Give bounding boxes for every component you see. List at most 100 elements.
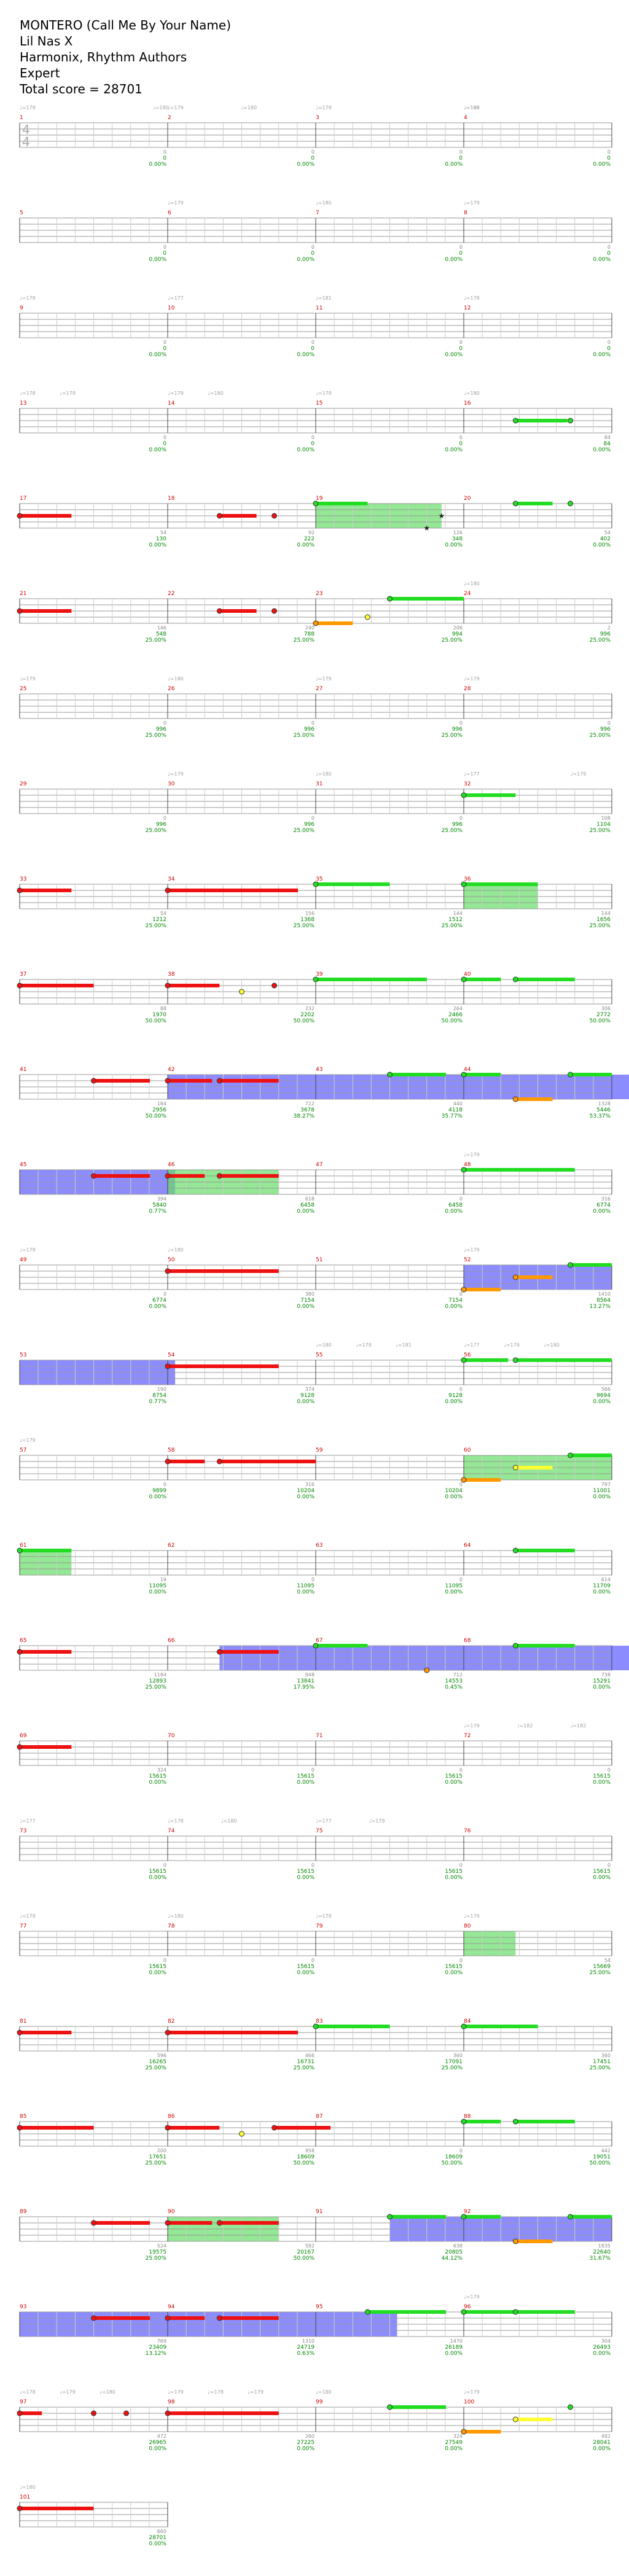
sp-meter-percent: 25.00% [294,637,315,644]
cumulative-score: 348 [452,536,463,542]
sp-meter-percent: 0.00% [297,352,314,358]
cumulative-score: 15615 [149,1773,166,1780]
sp-meter-percent: 0.00% [445,1494,463,1500]
note-gem [512,1547,518,1554]
sp-meter-percent: 50.00% [146,1113,167,1119]
measure-number: 68 [464,1638,471,1644]
cumulative-score: 9899 [152,1488,166,1494]
measure-score-gain: 0 [311,149,314,155]
cumulative-score: 0 [311,251,314,257]
note-gem [461,2309,467,2315]
sp-meter-percent: 0.77% [149,1399,166,1405]
note-sustain [316,621,353,625]
sp-meter-percent: 25.00% [590,637,611,644]
measure-score-gain: 374 [305,1387,314,1392]
note-gem [165,2220,171,2226]
sp-meter-percent: 50.00% [294,2160,315,2166]
cumulative-score: 1368 [300,917,314,923]
tempo-marker: ♩=180 [464,391,480,396]
measure-number: 70 [168,1733,175,1739]
note-sustain [515,419,568,422]
measure-number: 75 [316,1828,322,1834]
measure-number: 6 [168,210,171,216]
measure-number: 100 [464,2399,474,2405]
note-sustain [464,1073,501,1076]
note-gem [272,608,278,614]
sp-meter-percent: 0.00% [445,1875,463,1881]
cumulative-score: 16731 [297,2059,314,2065]
cumulative-score: 19051 [593,2154,611,2160]
note-gem [512,1643,518,1649]
note-gem [272,2125,278,2131]
cumulative-score: 0 [311,155,314,161]
note-sustain [389,2215,447,2219]
cumulative-score: 4118 [448,1107,463,1113]
measure-score-gain: 144 [453,911,463,916]
note-sustain [168,1460,205,1463]
cumulative-score: 15615 [445,1869,463,1875]
sp-meter-percent: 0.00% [445,1304,463,1310]
tempo-marker: ♩=180 [316,200,332,206]
time-signature-denominator: 4 [22,134,30,149]
tempo-marker: ♩=178 [464,105,480,111]
sp-meter-percent: 0.00% [297,257,314,263]
note-sustain [20,514,72,518]
measure-number: 73 [20,1828,26,1834]
sp-meter-percent: 25.00% [590,2065,611,2071]
cumulative-score: 20805 [445,2249,463,2255]
measure-number: 98 [168,2399,175,2405]
cumulative-score: 6774 [596,1202,611,1208]
measure-score-gain: 660 [157,2529,166,2534]
measure-score-gain: 0 [608,720,611,726]
measure-score-gain: 0 [163,1958,166,1963]
note-gem [461,2214,467,2220]
sp-meter-percent: 0.00% [149,161,166,168]
cumulative-score: 18609 [445,2154,463,2160]
note-gem [216,608,222,614]
measure-number: 24 [464,591,471,597]
note-sustain [570,1073,612,1076]
cumulative-score: 130 [156,536,166,542]
tempo-marker: ♩=179 [464,2294,480,2300]
note-sustain [464,2215,501,2219]
note-gem [165,2029,171,2036]
cumulative-score: 548 [156,631,166,637]
cumulative-score: 15615 [593,1869,611,1875]
cumulative-score: 0 [459,251,463,257]
cumulative-score: 20167 [297,2249,314,2255]
sp-meter-percent: 25.00% [442,733,463,739]
measure-score-gain: 0 [459,1196,463,1202]
cumulative-score: 10204 [445,1488,463,1494]
measure-number: 49 [20,1257,27,1263]
note-gem [512,2238,518,2244]
measure-score-gain: 958 [305,2148,314,2154]
sp-meter-percent: 0.00% [445,1589,463,1595]
note-gem [91,2220,96,2226]
cumulative-score: 27225 [297,2440,314,2446]
measure-number: 72 [464,1733,471,1739]
note-gem [17,608,23,614]
cumulative-score: 15615 [297,1773,314,1780]
cumulative-score: 24719 [297,2344,314,2351]
note-gem [216,1649,222,1655]
note-sustain [20,1745,72,1749]
measure-score-gain: 0 [311,435,314,440]
measure-number: 60 [464,1447,471,1453]
sp-meter-percent: 44.12% [442,2255,463,2262]
measure-score-gain: 0 [311,1862,314,1868]
sp-meter-percent: 0.00% [593,447,611,453]
note-gem [313,620,319,626]
cumulative-score: 0 [311,346,314,352]
note-gem [313,2023,319,2029]
measure-score-gain: 0 [459,244,463,250]
note-gem [512,2119,518,2125]
note-gem [165,1173,171,1179]
note-sustain [515,1275,553,1279]
total-score: Total score = 28701 [20,82,143,96]
tempo-marker: ♩=179 [356,1342,372,1348]
sp-meter-percent: 50.00% [590,2160,611,2166]
tempo-marker: ♩=179 [464,676,480,682]
sp-meter-percent: 0.00% [445,1399,463,1405]
cumulative-score: 996 [600,726,611,733]
sp-meter-percent: 13.12% [146,2351,167,2357]
